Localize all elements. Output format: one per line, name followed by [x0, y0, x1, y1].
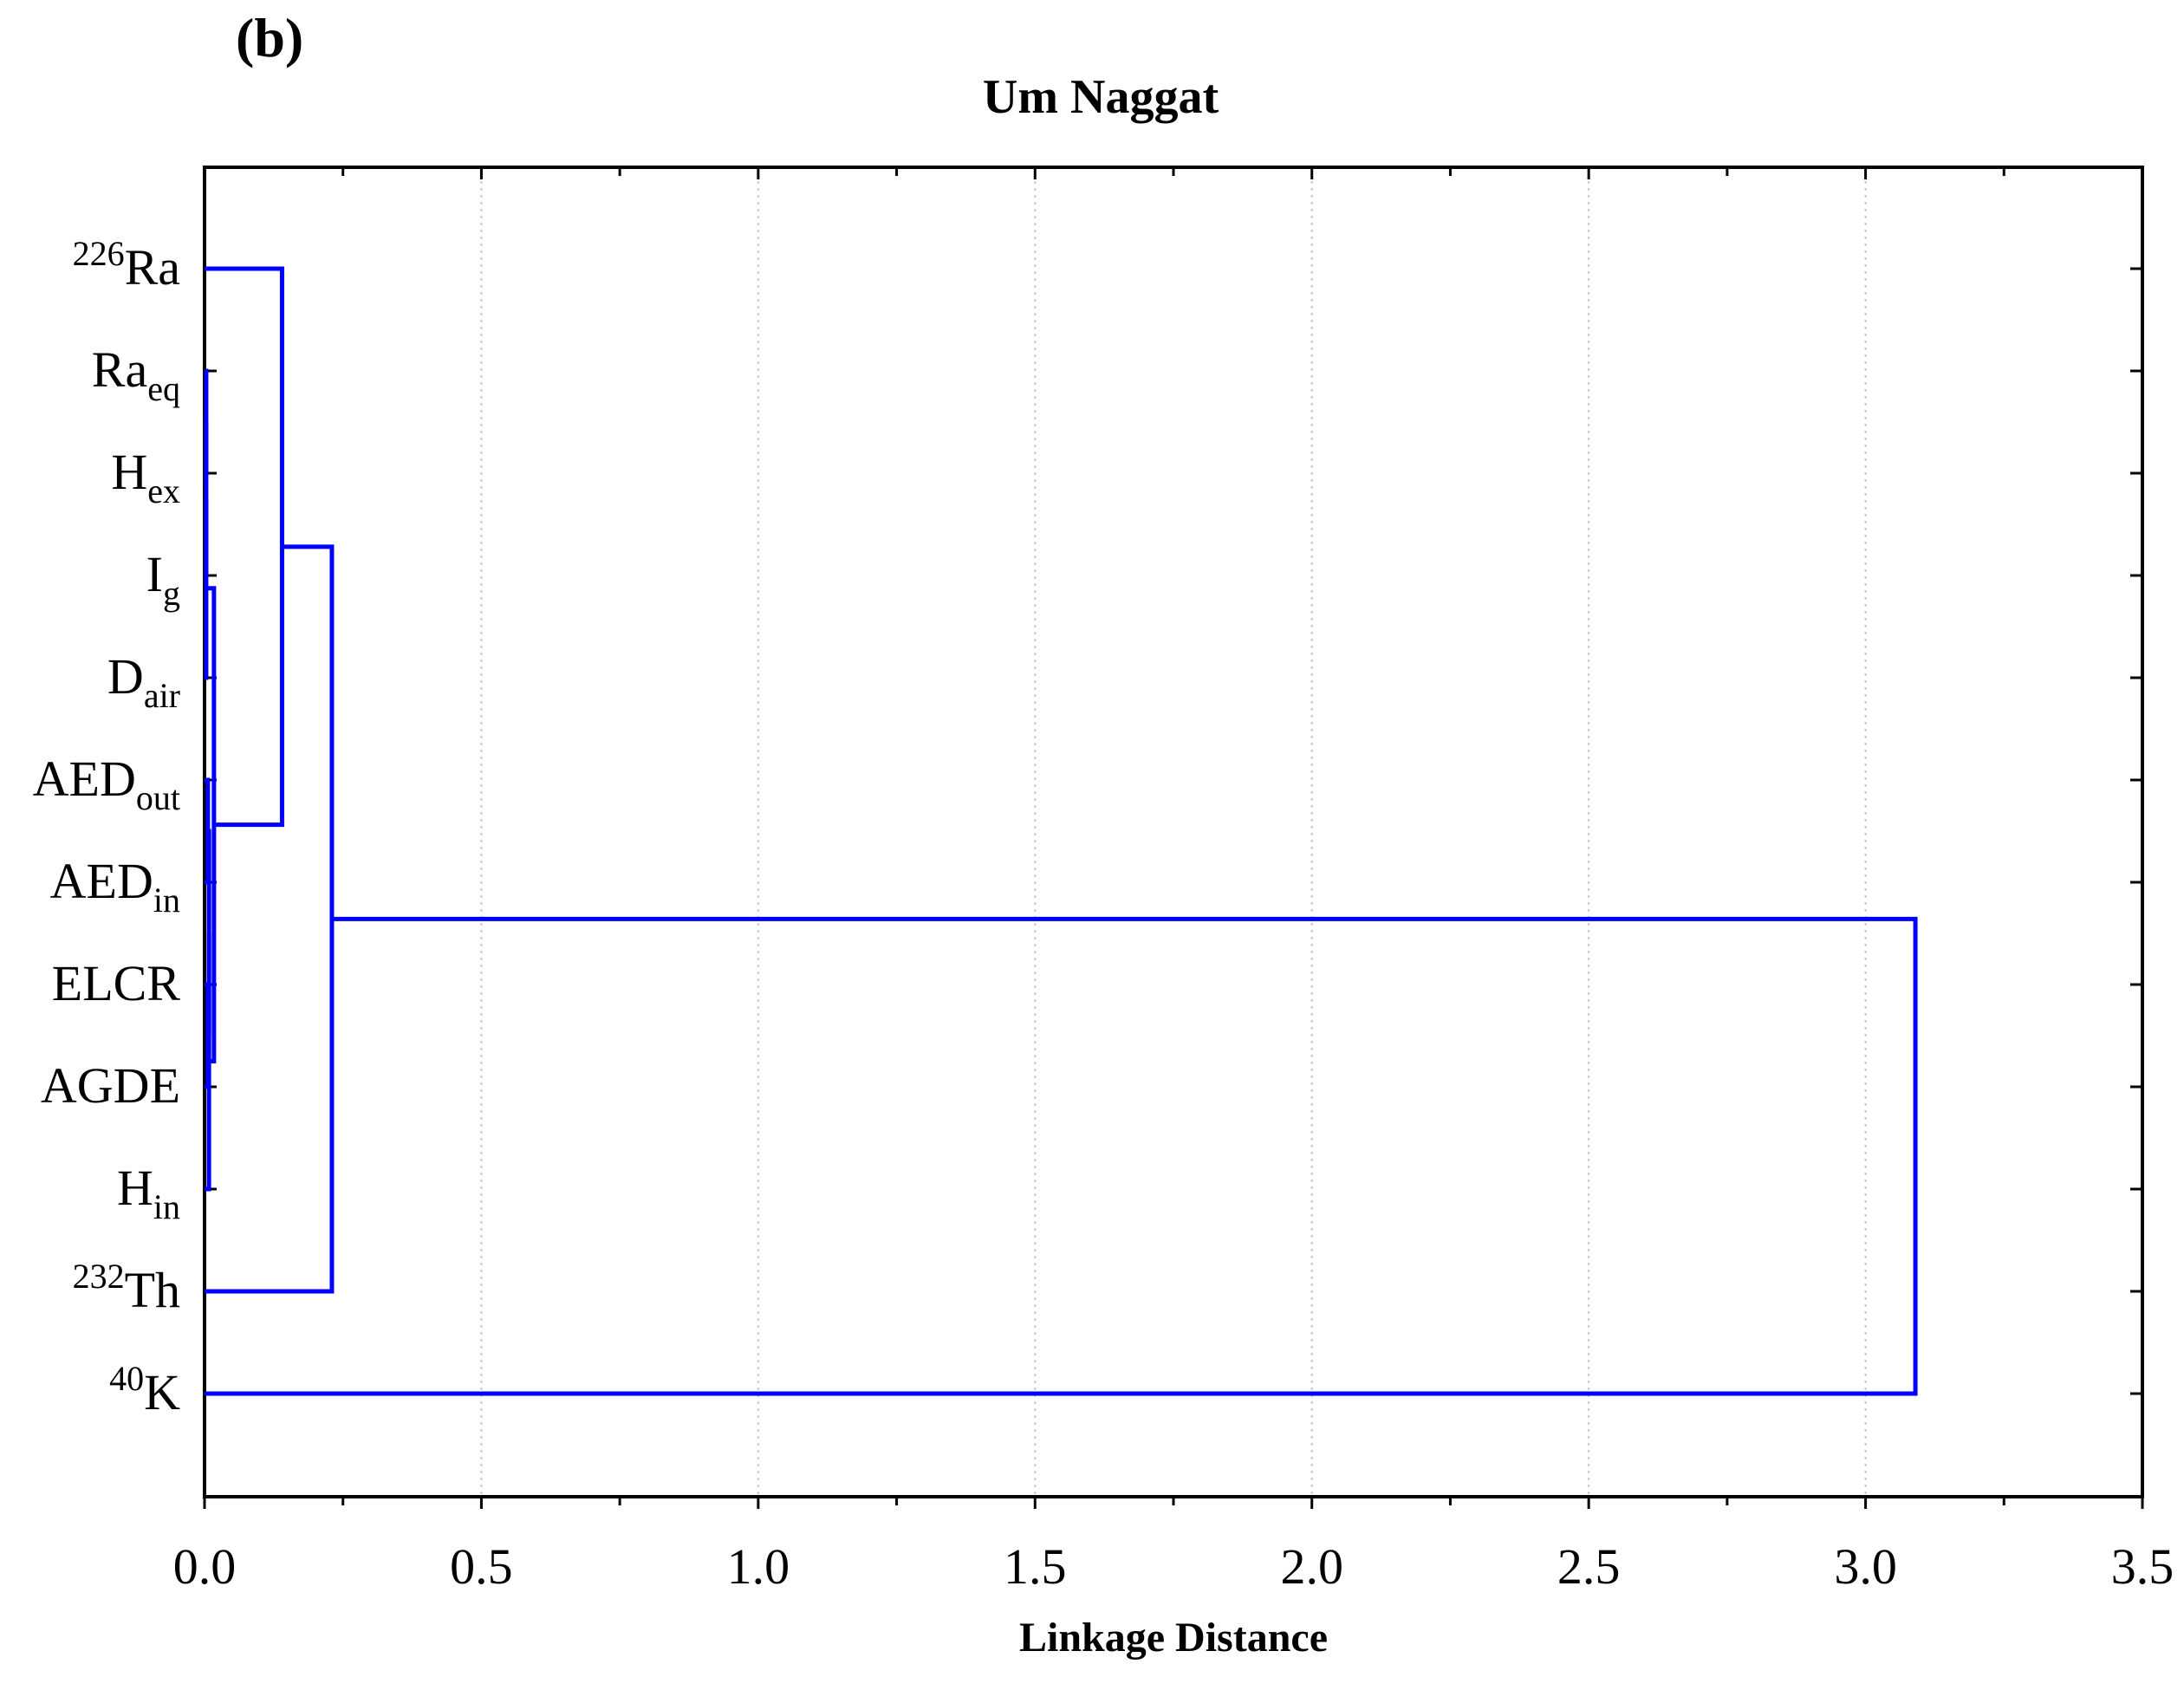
x-tick-label: 3.5	[2111, 1538, 2174, 1595]
dendrogram-links	[204, 266, 1918, 1396]
x-tick-label: 1.0	[727, 1538, 790, 1595]
chart-title: Um Naggat	[983, 70, 1219, 124]
leaf-label: 40K	[109, 1359, 180, 1420]
leaf-label: AGDE	[41, 1057, 180, 1114]
dendrogram-link	[205, 933, 211, 1192]
leaf-labels: 226Ra Raeq Hex Ig Dair AEDout AEDin ELCR AGDE Hin…	[33, 234, 181, 1420]
leaf-label: Hex	[111, 444, 180, 510]
x-tick-labels: 0.0 0.5 1.0 1.5 2.0 2.5 3.0 3.5	[173, 1538, 2174, 1595]
dendrogram-link	[205, 916, 1918, 1396]
x-tick-label: 3.0	[1834, 1538, 1897, 1595]
leaf-label: AEDout	[33, 751, 180, 817]
dendrogram-link	[205, 544, 335, 1294]
x-tick-label: 1.5	[1004, 1538, 1067, 1595]
leaf-label: 232Th	[73, 1257, 180, 1318]
grid-lines	[480, 167, 1867, 1497]
leaf-label: Raeq	[92, 341, 180, 408]
leaf-label: ELCR	[52, 955, 181, 1011]
leaf-label: 226Ra	[73, 234, 180, 296]
x-tick-label: 0.5	[450, 1538, 513, 1595]
leaf-label: AEDin	[50, 853, 180, 920]
leaf-label: Ig	[146, 546, 180, 613]
leaf-label: Dair	[107, 648, 180, 715]
axis-ticks	[203, 167, 2144, 1509]
x-tick-label: 2.0	[1280, 1538, 1343, 1595]
plot-frame	[203, 166, 2144, 1498]
panel-label: (b)	[236, 7, 303, 68]
dendrogram-link	[205, 266, 284, 828]
x-tick-label: 2.5	[1557, 1538, 1621, 1595]
x-tick-label: 0.0	[173, 1538, 237, 1595]
leaf-label: Hin	[117, 1160, 180, 1226]
x-axis-title: Linkage Distance	[1019, 1615, 1328, 1661]
dendrogram-link	[204, 498, 209, 680]
